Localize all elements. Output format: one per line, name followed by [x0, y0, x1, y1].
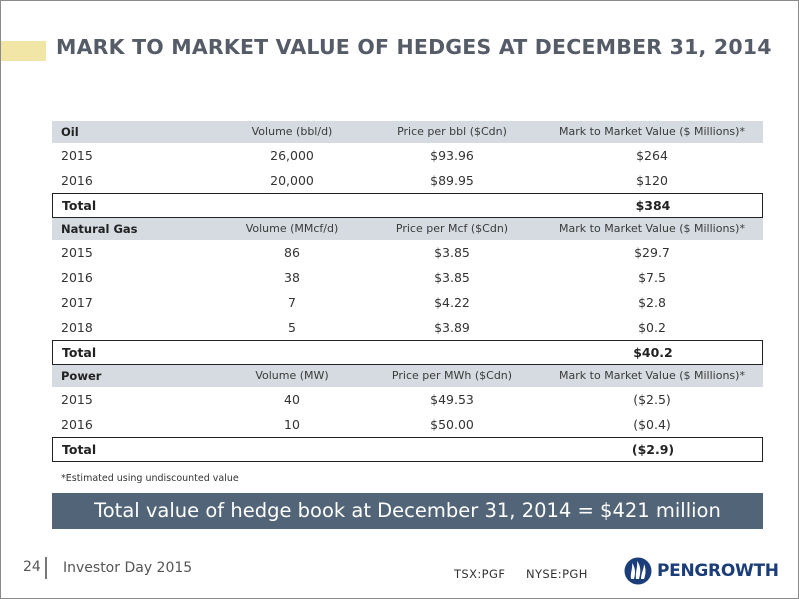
slide-title: MARK TO MARKET VALUE OF HEDGES AT DECEMB… [56, 35, 772, 59]
ticker-tsx: TSX:PGF [454, 567, 506, 581]
cell-volume: 86 [284, 245, 300, 260]
table-row: 2018 5 $3.89 $0.2 [52, 315, 763, 340]
total-label: Total [62, 198, 97, 213]
header-mtm-value: Mark to Market Value ($ Millions)* [559, 369, 745, 382]
header-price: Price per Mcf ($Cdn) [395, 222, 509, 235]
table-row: 2015 40 $49.53 ($2.5) [52, 387, 763, 412]
header-category: Natural Gas [61, 222, 138, 236]
footer-divider [45, 557, 47, 579]
cell-mtm-value: $120 [636, 173, 668, 188]
cell-mtm-value: $0.2 [638, 320, 666, 335]
page-number: 24 [23, 559, 41, 575]
table-row: 2015 26,000 $93.96 $264 [52, 143, 763, 168]
cell-price: $93.96 [430, 148, 474, 163]
cell-year: 2015 [61, 148, 93, 163]
hedges-table: Oil Volume (bbl/d) Price per bbl ($Cdn) … [52, 121, 763, 462]
header-price: Price per MWh ($Cdn) [391, 369, 513, 382]
table-header-natural-gas: Natural Gas Volume (MMcf/d) Price per Mc… [52, 218, 763, 240]
cell-mtm-value: $264 [636, 148, 668, 163]
cell-volume: 26,000 [270, 148, 314, 163]
total-value: $40.2 [633, 345, 673, 360]
total-row-natural-gas: Total $40.2 [52, 340, 763, 365]
cell-price: $4.22 [434, 295, 470, 310]
cell-mtm-value: $29.7 [634, 245, 670, 260]
total-value: ($2.9) [631, 442, 675, 457]
cell-mtm-value: $7.5 [638, 270, 666, 285]
cell-year: 2015 [61, 392, 93, 407]
cell-price: $49.53 [430, 392, 474, 407]
cell-year: 2018 [61, 320, 93, 335]
cell-mtm-value: ($0.4) [633, 417, 671, 432]
total-label: Total [62, 345, 97, 360]
cell-price: $3.85 [434, 245, 470, 260]
table-row: 2015 86 $3.85 $29.7 [52, 240, 763, 265]
cell-price: $50.00 [430, 417, 474, 432]
cell-year: 2015 [61, 245, 93, 260]
table-header-oil: Oil Volume (bbl/d) Price per bbl ($Cdn) … [52, 121, 763, 143]
cell-mtm-value: $2.8 [638, 295, 666, 310]
header-volume: Volume (MMcf/d) [245, 222, 339, 235]
cell-volume: 7 [288, 295, 296, 310]
cell-year: 2016 [61, 417, 93, 432]
total-row-oil: Total $384 [52, 193, 763, 218]
header-category: Oil [61, 125, 79, 139]
footer-title: Investor Day 2015 [63, 560, 193, 576]
table-row: 2016 38 $3.85 $7.5 [52, 265, 763, 290]
cell-mtm-value: ($2.5) [633, 392, 671, 407]
header-volume: Volume (MW) [255, 369, 329, 382]
header-category: Power [61, 369, 102, 383]
title-accent-bar [1, 41, 46, 61]
table-row: 2017 7 $4.22 $2.8 [52, 290, 763, 315]
ticker-nyse: NYSE:PGH [526, 567, 588, 581]
table-header-power: Power Volume (MW) Price per MWh ($Cdn) M… [52, 365, 763, 387]
cell-year: 2017 [61, 295, 93, 310]
footnote: *Estimated using undiscounted value [61, 473, 239, 484]
table-row: 2016 10 $50.00 ($0.4) [52, 412, 763, 437]
total-row-power: Total ($2.9) [52, 437, 763, 462]
cell-volume: 20,000 [270, 173, 314, 188]
total-label: Total [62, 442, 97, 457]
pengrowth-flame-logo-icon [624, 557, 652, 585]
table-row: 2016 20,000 $89.95 $120 [52, 168, 763, 193]
header-mtm-value: Mark to Market Value ($ Millions)* [559, 222, 745, 235]
company-logo: PENGROWTH [623, 556, 779, 588]
cell-volume: 5 [288, 320, 296, 335]
cell-price: $3.85 [434, 270, 470, 285]
summary-banner: Total value of hedge book at December 31… [52, 493, 763, 529]
header-mtm-value: Mark to Market Value ($ Millions)* [559, 125, 745, 138]
header-price: Price per bbl ($Cdn) [397, 125, 507, 138]
total-value: $384 [635, 198, 671, 213]
cell-year: 2016 [61, 270, 93, 285]
cell-price: $3.89 [434, 320, 470, 335]
logo-wordmark: PENGROWTH [657, 561, 779, 581]
cell-price: $89.95 [430, 173, 474, 188]
cell-volume: 10 [284, 417, 300, 432]
cell-year: 2016 [61, 173, 93, 188]
cell-volume: 40 [284, 392, 300, 407]
header-volume: Volume (bbl/d) [251, 125, 333, 138]
cell-volume: 38 [284, 270, 300, 285]
